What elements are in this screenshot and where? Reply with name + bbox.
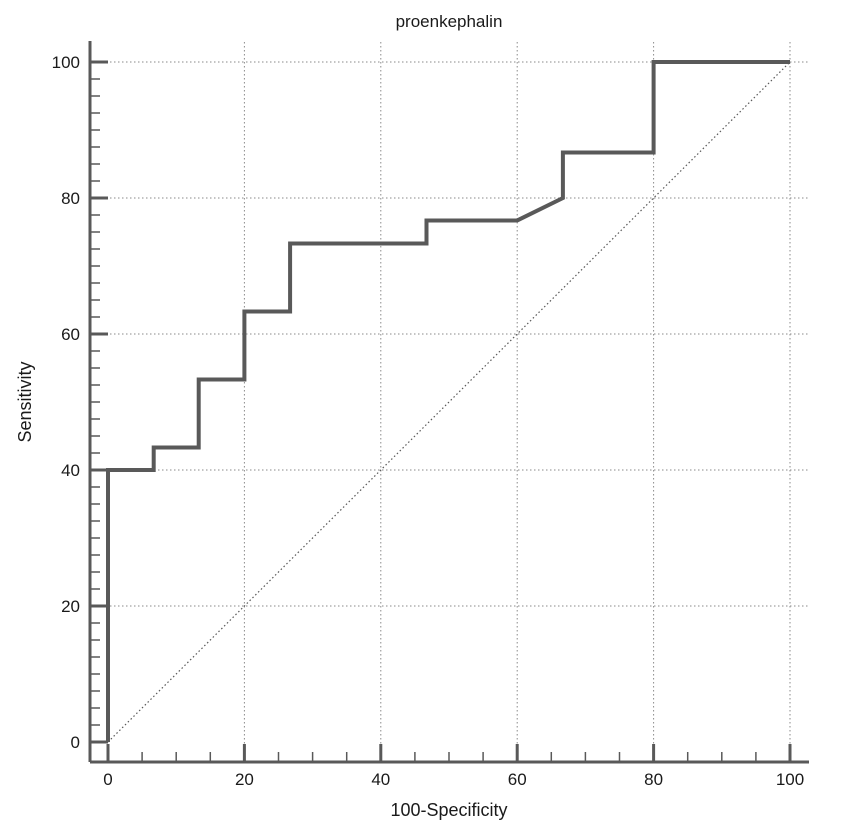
roc-curve-line [106, 60, 790, 742]
x-tick-label: 20 [235, 770, 254, 789]
x-tick-label: 100 [776, 770, 804, 789]
y-tick-label: 20 [61, 597, 80, 616]
roc-curve [106, 60, 790, 742]
y-tick-label: 100 [52, 53, 80, 72]
grid-lines [90, 42, 808, 762]
y-tick-label: 80 [61, 189, 80, 208]
chart-title: proenkephalin [396, 12, 503, 31]
x-tick-label: 80 [644, 770, 663, 789]
y-tick-label: 0 [71, 733, 80, 752]
x-axis-label: 100-Specificity [390, 800, 507, 820]
x-tick-label: 60 [508, 770, 527, 789]
x-tick-label: 0 [103, 770, 112, 789]
tick-labels: 0 20 40 60 80 100 0 20 40 60 80 100 [52, 53, 805, 789]
axes [88, 41, 809, 764]
reference-diagonal [107, 61, 791, 743]
x-tick-label: 40 [371, 770, 390, 789]
diagonal-line [107, 61, 791, 743]
y-tick-label: 40 [61, 461, 80, 480]
y-tick-label: 60 [61, 325, 80, 344]
y-axis-label: Sensitivity [15, 361, 35, 442]
